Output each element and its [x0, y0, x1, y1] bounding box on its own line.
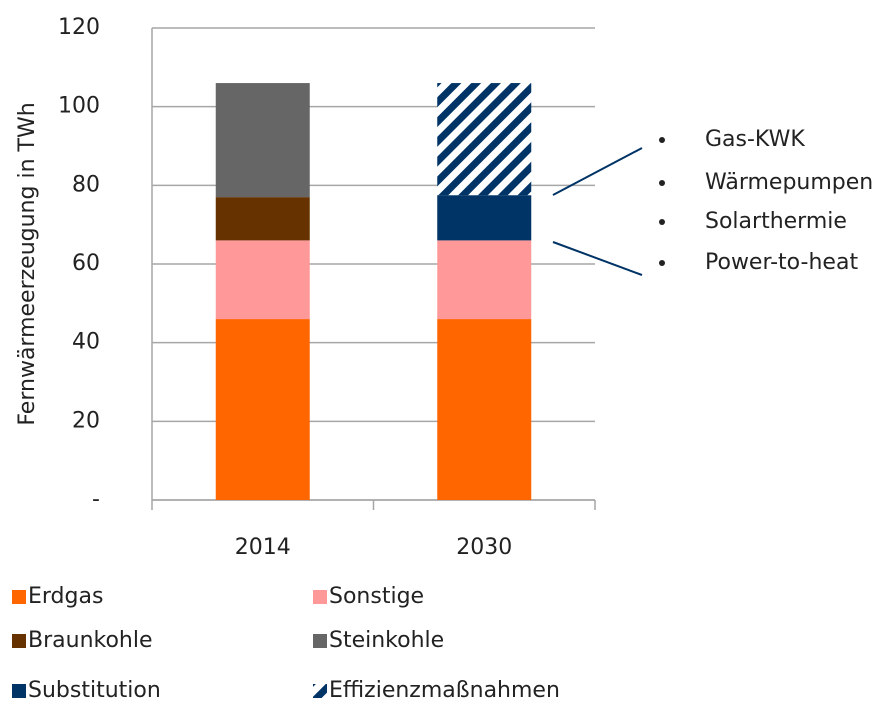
x-tick-label: 2030: [456, 535, 512, 560]
annotation: Wärmepumpen: [705, 170, 873, 195]
legend-label: Braunkohle: [28, 628, 153, 653]
bar-segment: [215, 197, 310, 241]
legend-label: Erdgas: [28, 584, 103, 609]
annotation: Solarthermie: [705, 209, 847, 234]
legend-swatch: [313, 590, 327, 604]
annotation-line: [552, 241, 643, 276]
y-tick-label: 20: [72, 408, 100, 433]
legend-swatch: [12, 634, 26, 648]
annotation: Power-to-heat: [705, 250, 858, 275]
legend-label: Steinkohle: [329, 628, 444, 653]
y-tick-label: -: [92, 487, 100, 512]
bar-segment: [437, 83, 532, 196]
legend-label: Effizienzmaßnahmen: [329, 678, 560, 703]
x-tick-label: 2014: [235, 535, 291, 560]
y-tick-label: 40: [72, 330, 100, 355]
legend-swatch: [12, 684, 26, 698]
bullet: [659, 180, 665, 186]
legend-swatch: [313, 634, 327, 648]
legend-label: Sonstige: [329, 584, 424, 609]
legend-label: Substitution: [28, 678, 161, 703]
y-axis-label: Fernwärmeerzeugung in TWh: [15, 102, 40, 425]
y-tick-label: 80: [72, 172, 100, 197]
bullet: [659, 137, 665, 143]
bar-segment: [215, 240, 310, 320]
bar-segment: [437, 319, 532, 500]
bar-segment: [437, 195, 532, 241]
bullet: [659, 260, 665, 266]
y-tick-label: 100: [58, 94, 100, 119]
annotation-line: [552, 147, 643, 196]
annotation: Gas-KWK: [705, 127, 805, 152]
legend-swatch: [12, 590, 26, 604]
bullet: [659, 219, 665, 225]
y-tick-label: 60: [72, 251, 100, 276]
bar-segment: [215, 319, 310, 500]
bar-segment: [215, 83, 310, 198]
legend-swatch: [313, 684, 327, 698]
y-tick-label: 120: [58, 15, 100, 40]
bar-segment: [437, 240, 532, 320]
